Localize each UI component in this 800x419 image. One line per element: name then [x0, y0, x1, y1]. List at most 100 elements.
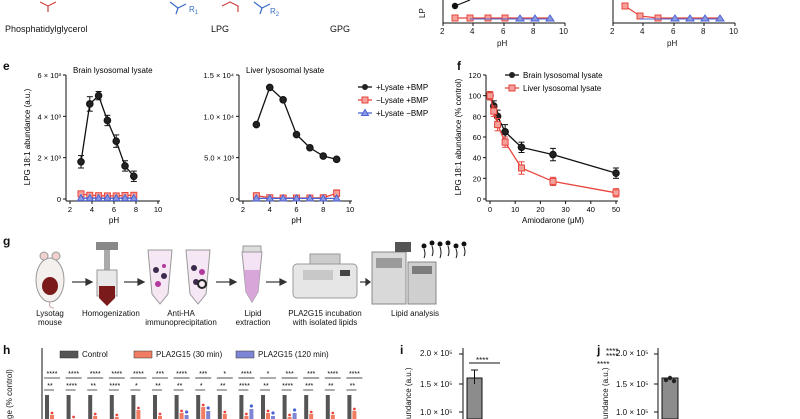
y-tick-label: 0 [57, 195, 61, 204]
data-point [86, 100, 94, 108]
homogenizer-icon [96, 242, 118, 306]
sig-row1: **** [133, 371, 144, 378]
sig-row2: **** [66, 383, 77, 390]
top-left-tick-4: 4 [470, 27, 475, 36]
sig-row1: **** [68, 371, 79, 378]
panel-letter-h: h [3, 343, 11, 357]
data-point [185, 410, 189, 414]
data-point [494, 121, 502, 129]
pla2g15-30-bar [136, 410, 141, 419]
label-phosphatidylglycerol: Phosphatidylglycerol [5, 24, 88, 34]
data-point [518, 164, 525, 172]
sig-row1: **** [176, 371, 187, 378]
data-point [501, 128, 509, 136]
top-left-tick-8: 8 [531, 27, 536, 36]
sig-row2: **** [109, 383, 120, 390]
top-right-tick-4: 4 [640, 27, 645, 36]
x-tick-label: 8 [134, 205, 138, 214]
panel-j-sig-bottom: **** [597, 360, 610, 369]
pla2g15-120-bar [292, 413, 297, 419]
sig-row1: **** [327, 371, 338, 378]
chart-e-right: 0 5.0 × 10³ 1.0 × 10⁴ 1.5 × 10⁴ 2 4 6 8 10 pH Live… [203, 66, 354, 225]
top-structures-and-plots: R1 R2 [39, 0, 736, 26]
x-tick-label: 4 [268, 205, 272, 214]
x-tick-label: 10 [154, 205, 162, 214]
sig-row2: **** [282, 383, 293, 390]
pla2g15-30-bar [266, 413, 270, 419]
legend-marker [508, 84, 516, 92]
sig-row2: ** [155, 383, 161, 390]
step-lipid-analysis: Lipid analysis [391, 309, 440, 318]
data-point [331, 411, 335, 415]
top-left-ylabel-fragment: LP [418, 8, 427, 18]
sig-row1: *** [156, 371, 164, 378]
data-point [115, 413, 119, 417]
y-tick-label: 40 [473, 154, 481, 163]
data-point [201, 403, 205, 407]
x-axis-label: pH [109, 216, 119, 225]
data-point [292, 193, 301, 202]
data-point [180, 409, 184, 413]
pla2g15-30-bar [201, 407, 206, 419]
pla2g15-30-bar [179, 413, 184, 419]
mouse-icon [35, 251, 65, 309]
data-point [121, 162, 129, 170]
data-point [490, 107, 498, 115]
pla2g15-30-bar [244, 416, 249, 419]
y-tick-label: 120 [468, 71, 481, 80]
panel-letter-e: e [3, 59, 10, 73]
y-tick-label: 1.0 × 10⁴ [203, 112, 234, 121]
top-left-xlabel: pH [497, 39, 508, 48]
sig-row2: * [200, 383, 203, 390]
top-left-tick-10: 10 [559, 27, 568, 36]
data-point [549, 150, 557, 159]
data-point [319, 152, 328, 160]
sig-row1: * [223, 371, 226, 378]
sig-row2: ** [177, 383, 183, 390]
x-tick-label: 20 [536, 205, 544, 214]
sig-row1: **** [90, 371, 101, 378]
y-tick-label: 60 [473, 133, 481, 142]
sig-row2: **** [239, 383, 250, 390]
x-tick-label: 6 [112, 205, 116, 214]
panel-i-ylabel-fragment: undance (a.u.) [404, 367, 413, 419]
x-tick-label: 40 [587, 205, 595, 214]
data-point [245, 412, 248, 416]
top-right-tick-2: 2 [610, 27, 615, 36]
step-lipid-extraction: Lipid extraction [235, 309, 271, 327]
series-line-Brain lysosomal lysate [489, 95, 617, 174]
pg-structure-fragment [39, 1, 57, 12]
sig-row1: *** [307, 371, 315, 378]
x-axis-label: pH [291, 216, 301, 225]
x-tick-label: 10 [511, 205, 519, 214]
data-point [103, 193, 112, 202]
chart-f: 0 20 40 60 80 100 120 0 10 20 30 40 50 Amiodarone (μM… [454, 71, 620, 225]
data-point [130, 172, 138, 181]
data-point [279, 96, 287, 104]
legend-swatch-1 [133, 350, 153, 359]
lpg-r1-label: R1 [189, 5, 199, 16]
data-point [111, 193, 121, 202]
panel-i-sig: **** [476, 356, 489, 365]
panel-j-tick-2: 2.0 × 10⁵ [616, 349, 649, 358]
control-bar [88, 395, 93, 419]
step-homogenization: Homogenization [82, 309, 140, 318]
gpg-r2-label: R2 [270, 7, 280, 18]
control-bar [325, 395, 330, 419]
control-bar [217, 395, 222, 419]
data-point [332, 193, 341, 202]
lipid-extraction-tube-icon [241, 245, 263, 303]
sig-row2: *** [305, 383, 313, 390]
data-point [517, 143, 526, 152]
data-point [94, 193, 103, 202]
legend-label: −Lysate +BMP [376, 96, 428, 105]
data-point [252, 193, 261, 202]
panel-j-tick-1: 1.0 × 10⁵ [616, 408, 649, 417]
legend-label: +Lysate −BMP [376, 109, 428, 118]
sig-row1: **** [241, 371, 252, 378]
legend-label: Liver lysosomal lysate [523, 84, 602, 93]
data-point [50, 411, 54, 415]
sig-row2: ** [220, 383, 226, 390]
data-point [129, 193, 139, 202]
incubator-icon [292, 253, 358, 299]
